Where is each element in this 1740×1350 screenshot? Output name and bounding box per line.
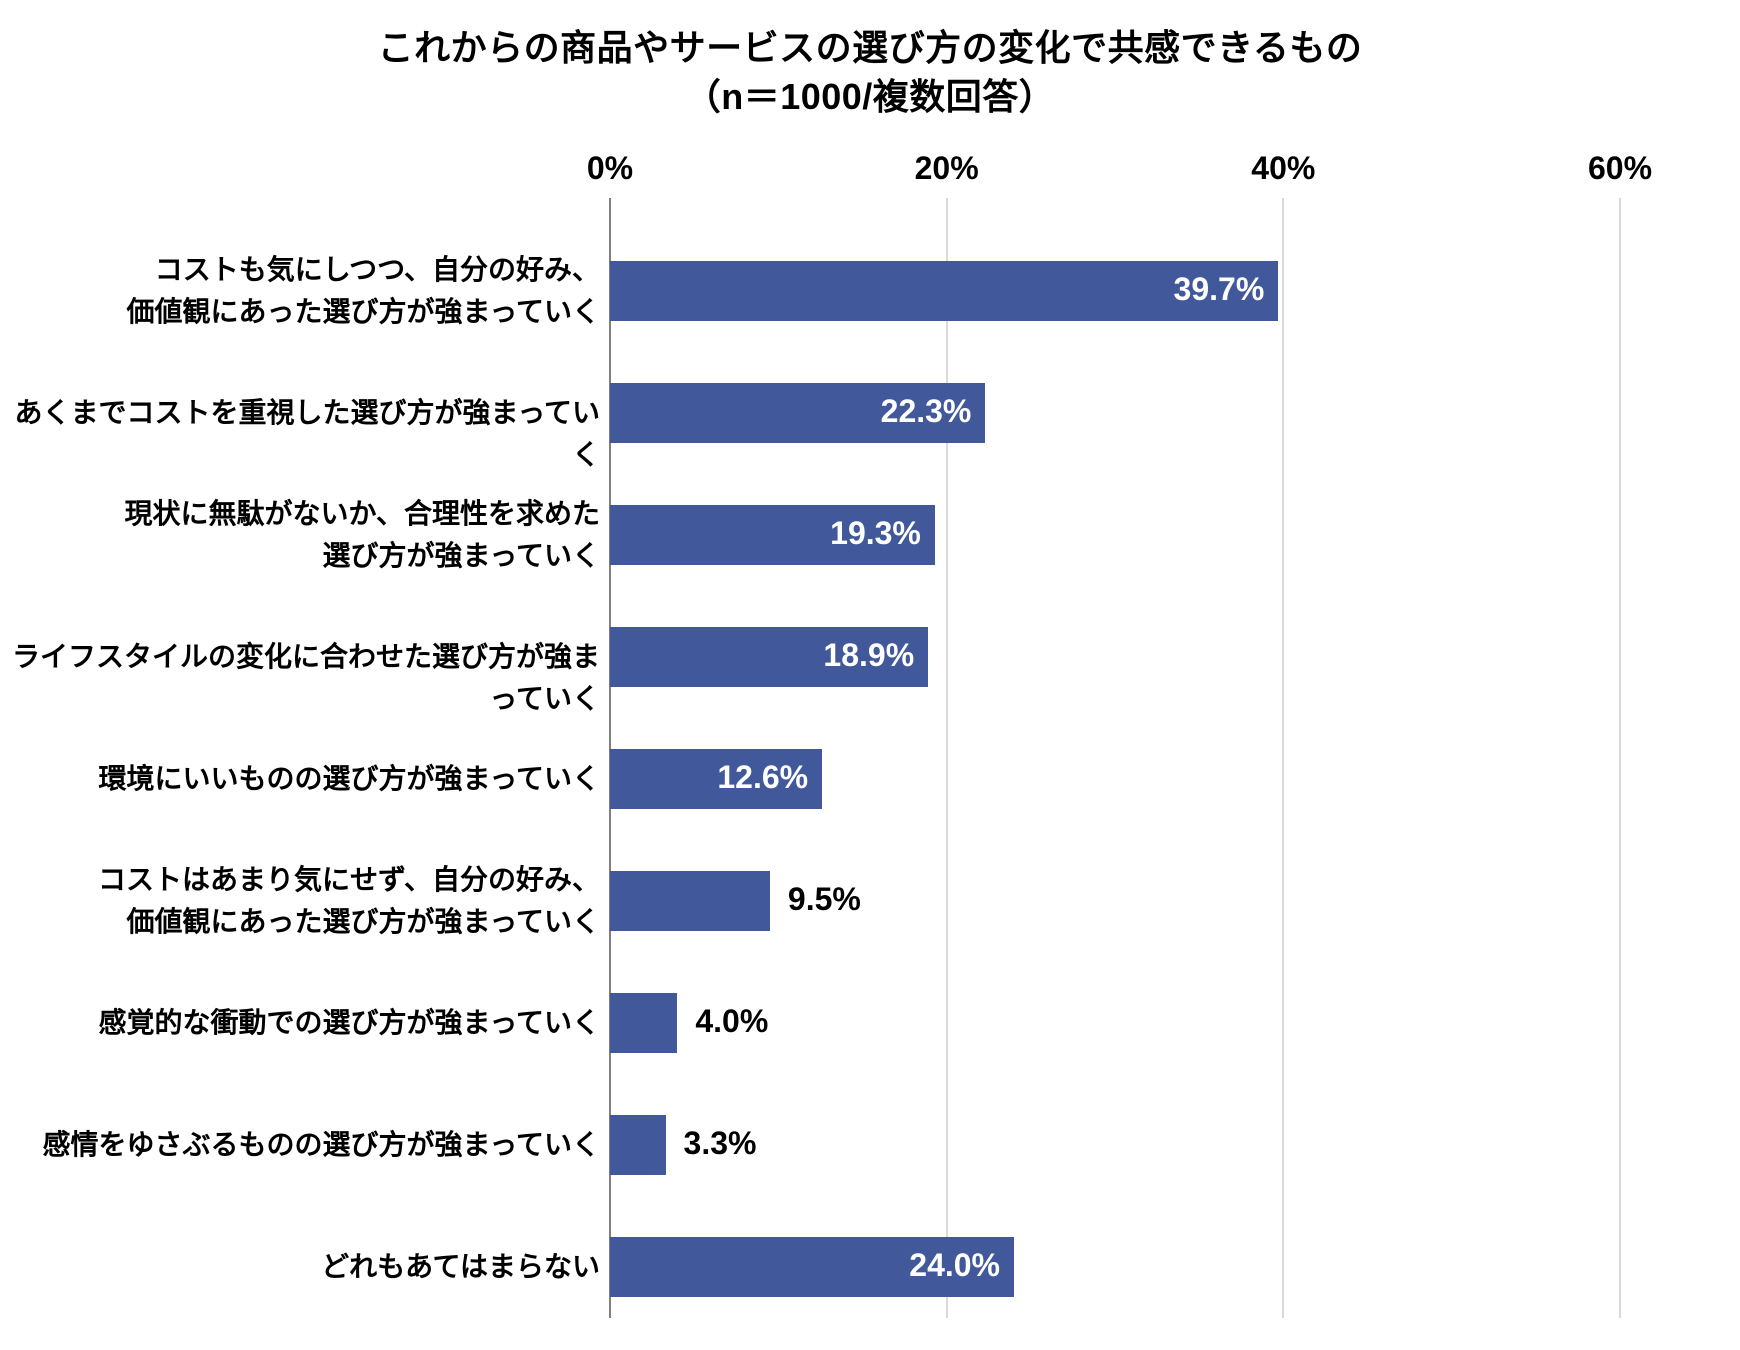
- gridline: [1619, 198, 1621, 1318]
- gridline: [946, 198, 948, 1318]
- survey-bar-chart: これからの商品やサービスの選び方の変化で共感できるもの （n＝1000/複数回答…: [0, 0, 1740, 1350]
- bar-value-label: 12.6%: [717, 759, 808, 796]
- x-tick-label: 40%: [1251, 150, 1315, 187]
- chart-title-block: これからの商品やサービスの選び方の変化で共感できるもの （n＝1000/複数回答…: [0, 24, 1740, 121]
- chart-title-line1: これからの商品やサービスの選び方の変化で共感できるもの: [0, 24, 1740, 73]
- bar-value-label: 9.5%: [788, 881, 861, 918]
- bar-value-label: 39.7%: [1174, 271, 1265, 308]
- x-tick-label: 0%: [587, 150, 633, 187]
- category-label: コストはあまり気にせず、自分の好み、 価値観にあった選び方が強まっていく: [0, 859, 600, 943]
- gridline: [1282, 198, 1284, 1318]
- category-label: コストも気にしつつ、自分の好み、 価値観にあった選び方が強まっていく: [0, 249, 600, 333]
- category-label: 感情をゆさぶるものの選び方が強まっていく: [0, 1124, 600, 1166]
- bar: [610, 871, 770, 931]
- bar-value-label: 22.3%: [881, 393, 972, 430]
- x-tick-label: 20%: [915, 150, 979, 187]
- category-label: 環境にいいものの選び方が強まっていく: [0, 758, 600, 800]
- bar-value-label: 18.9%: [823, 637, 914, 674]
- category-label: あくまでコストを重視した選び方が強まっていく: [0, 392, 600, 476]
- x-tick-label: 60%: [1588, 150, 1652, 187]
- bar-value-label: 24.0%: [909, 1247, 1000, 1284]
- bar-value-label: 3.3%: [684, 1125, 757, 1162]
- chart-plot-area: 0% 20% 40% 60% コストも気にしつつ、自分の好み、 価値観にあった選び方が強…: [0, 150, 1740, 1330]
- chart-title-line2: （n＝1000/複数回答）: [0, 73, 1740, 122]
- category-label: 現状に無駄がないか、合理性を求めた 選び方が強まっていく: [0, 493, 600, 577]
- bar: [610, 993, 677, 1053]
- category-label: 感覚的な衝動での選び方が強まっていく: [0, 1002, 600, 1044]
- bar-value-label: 19.3%: [830, 515, 921, 552]
- category-label: どれもあてはまらない: [0, 1246, 600, 1288]
- bar: [610, 1115, 666, 1175]
- bar-value-label: 4.0%: [695, 1003, 768, 1040]
- category-label: ライフスタイルの変化に合わせた選び方が強まっていく: [0, 636, 600, 720]
